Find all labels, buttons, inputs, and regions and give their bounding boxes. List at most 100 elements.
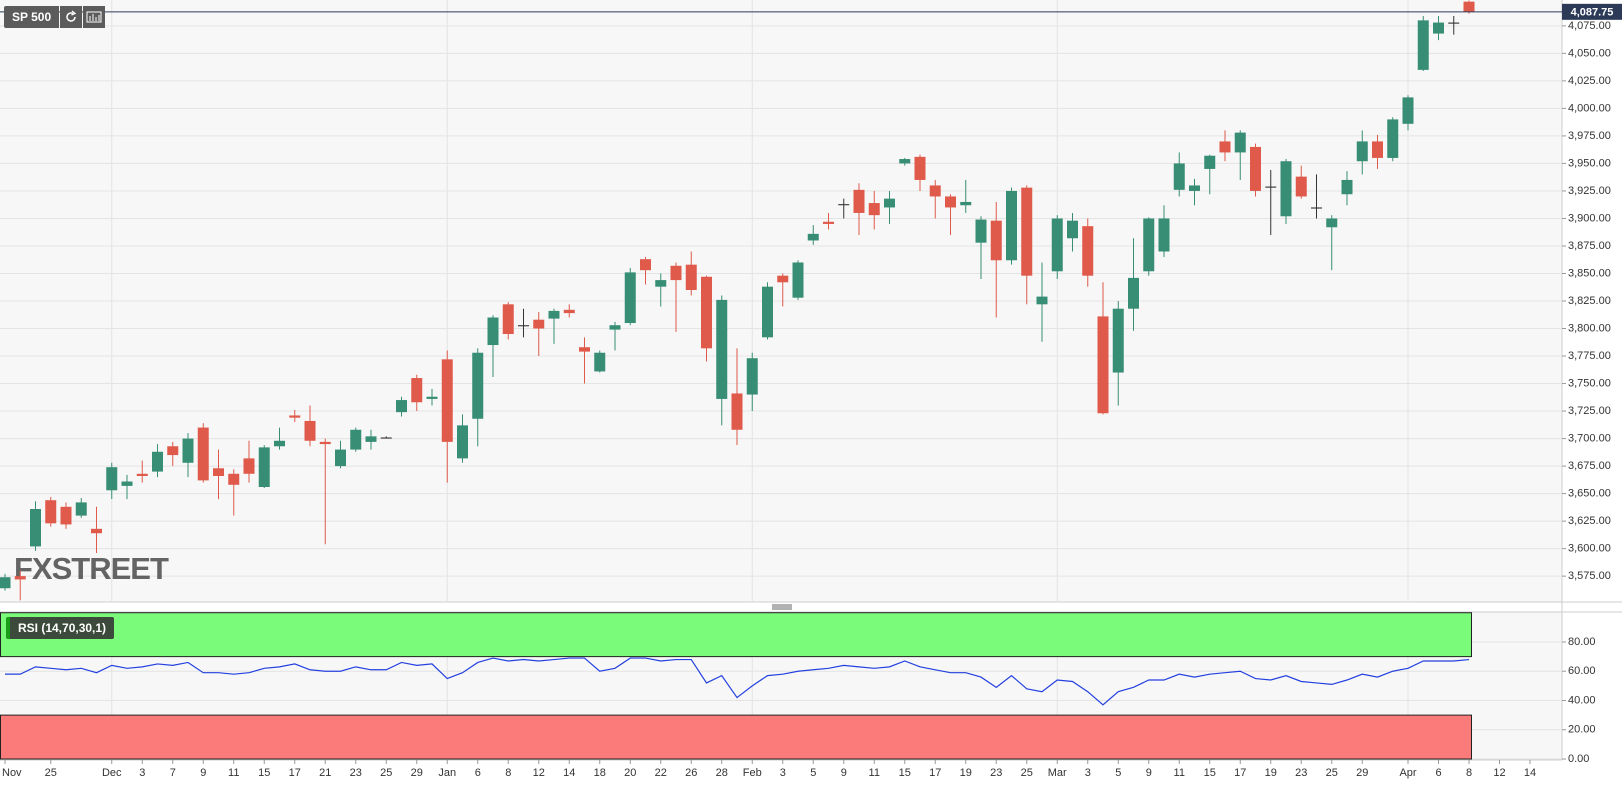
y-tick-label: 3,950.00 (1568, 157, 1611, 169)
last-price-label: 4,087.75 (1571, 7, 1614, 19)
candle-body (548, 310, 560, 319)
candle (868, 190, 880, 230)
candle (1433, 15, 1444, 41)
y-tick-label: 3,925.00 (1568, 185, 1611, 197)
candle (258, 445, 270, 489)
candle-body (228, 473, 240, 485)
candle-body (426, 396, 438, 399)
candle (1311, 174, 1322, 219)
y-tick-label: 4,050.00 (1568, 47, 1611, 59)
x-tick-label: 19 (960, 767, 972, 779)
candle (1158, 205, 1170, 257)
x-tick-label: 15 (1204, 767, 1216, 779)
x-tick-label: 5 (1115, 767, 1121, 779)
x-tick-label: 9 (200, 767, 206, 779)
candle-body (167, 446, 179, 456)
candle (75, 497, 87, 518)
watermark: FXSTREET (14, 551, 169, 586)
candle (1417, 15, 1429, 71)
candle (426, 389, 438, 406)
candle-body (152, 451, 163, 472)
y-tick-label: 3,975.00 (1568, 130, 1611, 142)
candle-body (1021, 187, 1033, 276)
y-tick-label: 3,800.00 (1568, 322, 1611, 334)
y-tick-label: 0.00 (1568, 753, 1589, 765)
x-tick-label: Feb (743, 767, 762, 779)
candle (1326, 215, 1338, 271)
candle (1067, 212, 1078, 252)
x-tick-label: 12 (533, 767, 545, 779)
candle (518, 308, 529, 338)
candle-body (838, 204, 850, 206)
candle-body (990, 220, 1002, 261)
x-tick-label: 25 (380, 767, 392, 779)
x-tick-label: 23 (350, 767, 362, 779)
candle (228, 469, 240, 516)
candle-body (121, 481, 133, 486)
candle (1173, 152, 1185, 197)
candle-body (1234, 132, 1246, 153)
y-tick-label: 3,875.00 (1568, 240, 1611, 252)
candle (899, 157, 911, 166)
candle-body (197, 427, 209, 481)
candle (45, 496, 57, 527)
candle (1265, 170, 1277, 235)
candle-body (609, 325, 621, 330)
x-tick-label: 8 (1466, 767, 1472, 779)
candle-body (335, 449, 346, 467)
x-tick-label: 29 (1356, 767, 1368, 779)
candle (1341, 171, 1353, 206)
candle-body (91, 528, 102, 534)
x-tick-label: 21 (319, 767, 331, 779)
x-tick-label: 11 (228, 767, 239, 779)
candle-body (502, 304, 514, 335)
candle (975, 216, 987, 279)
candle (487, 315, 499, 377)
x-tick-label: 15 (899, 767, 911, 779)
refresh-button[interactable] (60, 6, 83, 28)
candle-body (487, 317, 499, 346)
candle (472, 348, 484, 447)
x-tick-label: 14 (563, 767, 575, 779)
y-tick-label: 4,025.00 (1568, 75, 1611, 87)
y-tick-label: 3,775.00 (1568, 350, 1611, 362)
candle-body (792, 262, 804, 298)
indicators-button[interactable] (83, 6, 106, 28)
y-tick-label: 3,900.00 (1568, 212, 1611, 224)
candle-body (0, 577, 11, 589)
candle (1021, 185, 1033, 305)
candle-body (1250, 146, 1261, 191)
candle (914, 154, 926, 191)
candle (579, 337, 590, 384)
candle (1219, 130, 1231, 162)
resize-grip[interactable] (772, 604, 792, 610)
x-tick-label: Nov (2, 767, 22, 779)
candle (30, 501, 41, 551)
x-tick-label: 6 (1435, 767, 1441, 779)
candle-body (853, 189, 865, 213)
candle-body (1326, 218, 1338, 228)
candle (716, 295, 728, 426)
candle-body (716, 299, 728, 399)
candle-body (655, 280, 667, 287)
candle (106, 462, 118, 500)
candle (701, 275, 712, 362)
candle (319, 438, 331, 545)
rsi-band (0, 714, 1472, 760)
candle-body (1097, 316, 1109, 414)
rsi-title: RSI (14,70,30,1) (6, 617, 115, 639)
candle-body (319, 441, 331, 445)
candle (274, 427, 285, 450)
candle (243, 440, 255, 483)
y-tick-label: 3,650.00 (1568, 488, 1611, 500)
candle (197, 423, 209, 483)
candle (1112, 301, 1124, 406)
candle (1402, 95, 1414, 131)
candle-body (1051, 218, 1063, 272)
symbol-header: SP 500 (4, 6, 106, 28)
x-tick-label: 3 (1085, 767, 1091, 779)
candle (1006, 187, 1017, 265)
x-tick-label: 3 (780, 767, 786, 779)
candle-body (884, 198, 895, 208)
